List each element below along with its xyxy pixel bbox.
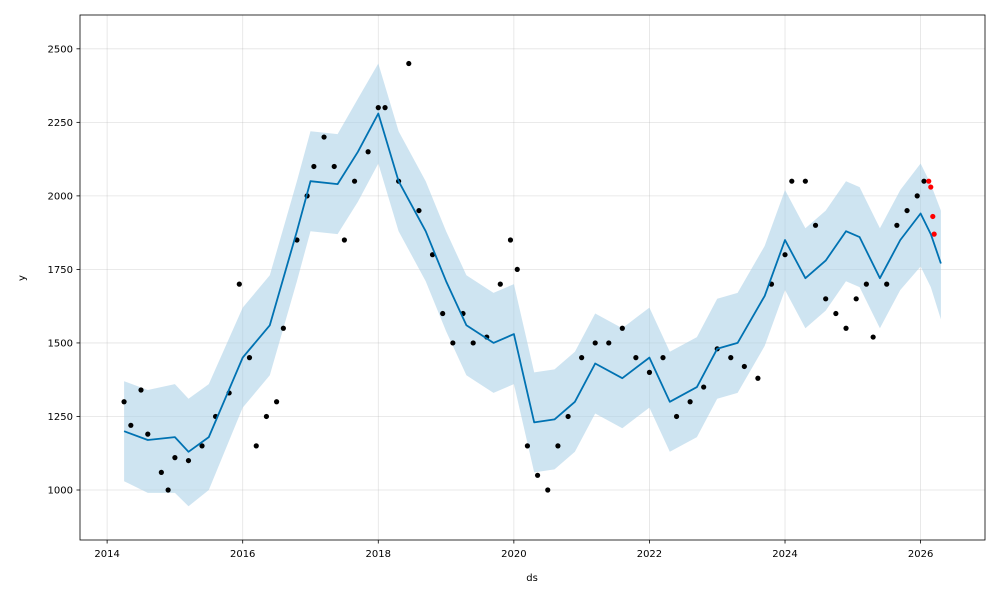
observed-point <box>894 222 900 228</box>
observed-point <box>802 178 808 184</box>
x-tick-label: 2018 <box>366 549 391 560</box>
observed-point <box>514 266 520 273</box>
y-tick-label: 1000 <box>48 486 73 497</box>
observed-point <box>534 472 541 478</box>
observed-point <box>172 455 178 461</box>
observed-point <box>782 252 788 258</box>
uncertainty-interval <box>124 63 941 507</box>
observed-point <box>497 281 503 287</box>
observed-point <box>921 178 927 184</box>
observed-point <box>128 422 134 428</box>
observed-point <box>406 60 412 67</box>
observed-point <box>633 355 639 361</box>
observed-point <box>351 178 358 184</box>
observed-point <box>843 325 849 331</box>
observed-point <box>273 399 280 405</box>
observed-point <box>565 413 571 420</box>
x-tick-label: 2024 <box>772 549 797 560</box>
axis-ticks: 2014 2016 2018 2020 2022 2024 2026 1000 1250 1500… <box>48 44 934 560</box>
y-tick-label: 2000 <box>48 191 73 202</box>
observed-point <box>331 163 337 170</box>
observed-point <box>673 413 680 420</box>
observed-point <box>545 487 551 493</box>
recent-point <box>926 178 932 184</box>
observed-point <box>823 296 829 302</box>
y-tick-label: 1250 <box>48 412 73 423</box>
observed-point <box>833 310 839 317</box>
observed-point <box>579 355 585 361</box>
observed-point <box>687 399 693 405</box>
observed-point <box>246 355 253 361</box>
observed-point <box>606 340 612 346</box>
observed-point <box>236 281 242 287</box>
observed-point <box>263 413 270 420</box>
observed-point <box>185 457 192 464</box>
observed-point <box>914 193 920 199</box>
observed-point <box>592 340 598 346</box>
y-tick-label: 1750 <box>48 265 73 276</box>
y-tick-label: 2250 <box>48 118 73 129</box>
observed-point <box>884 281 890 287</box>
x-tick-label: 2026 <box>908 549 933 560</box>
observed-point <box>863 281 869 287</box>
recent-point <box>931 231 937 237</box>
observed-point <box>755 375 761 381</box>
observed-point <box>741 363 747 370</box>
observed-point <box>728 355 734 361</box>
observed-point <box>158 469 164 475</box>
observed-point <box>646 369 653 375</box>
observed-point <box>416 207 422 214</box>
observed-point <box>280 325 286 331</box>
observed-point <box>870 334 876 340</box>
observed-point <box>145 431 151 437</box>
observed-point <box>311 163 317 170</box>
observed-point <box>138 387 144 393</box>
forecast-line-group <box>123 112 942 453</box>
observed-point <box>853 296 859 302</box>
observed-point <box>450 340 456 346</box>
observed-point <box>375 105 381 111</box>
observed-point <box>321 134 327 140</box>
observed-point <box>555 443 561 449</box>
observed-point <box>812 222 819 228</box>
plot-frame <box>79 14 986 541</box>
x-axis-label: ds <box>526 573 538 584</box>
observed-point <box>382 105 388 111</box>
observed-point <box>470 340 476 346</box>
observed-point <box>341 237 347 243</box>
observed-points <box>121 60 937 493</box>
observed-point <box>165 487 171 493</box>
x-tick-label: 2014 <box>94 549 119 560</box>
x-tick-label: 2020 <box>501 549 526 560</box>
y-tick-label: 1500 <box>48 338 73 349</box>
observed-point <box>524 443 531 449</box>
observed-point <box>199 443 205 449</box>
y-tick-label: 2500 <box>48 44 73 55</box>
interval-band <box>124 63 941 507</box>
observed-point <box>619 325 625 331</box>
observed-point <box>440 310 446 317</box>
observed-point <box>507 237 514 243</box>
observed-point <box>121 399 127 405</box>
y-axis-label: y <box>17 275 28 281</box>
recent-point <box>928 184 934 190</box>
observed-point <box>365 149 371 155</box>
observed-point <box>904 207 910 214</box>
observed-point <box>789 178 795 184</box>
x-tick-label: 2016 <box>230 549 255 560</box>
observed-point <box>253 443 259 449</box>
forecast-line <box>123 112 942 453</box>
observed-point <box>701 384 707 390</box>
recent-point <box>930 213 936 220</box>
x-tick-label: 2022 <box>637 549 662 560</box>
observed-point <box>660 355 666 361</box>
